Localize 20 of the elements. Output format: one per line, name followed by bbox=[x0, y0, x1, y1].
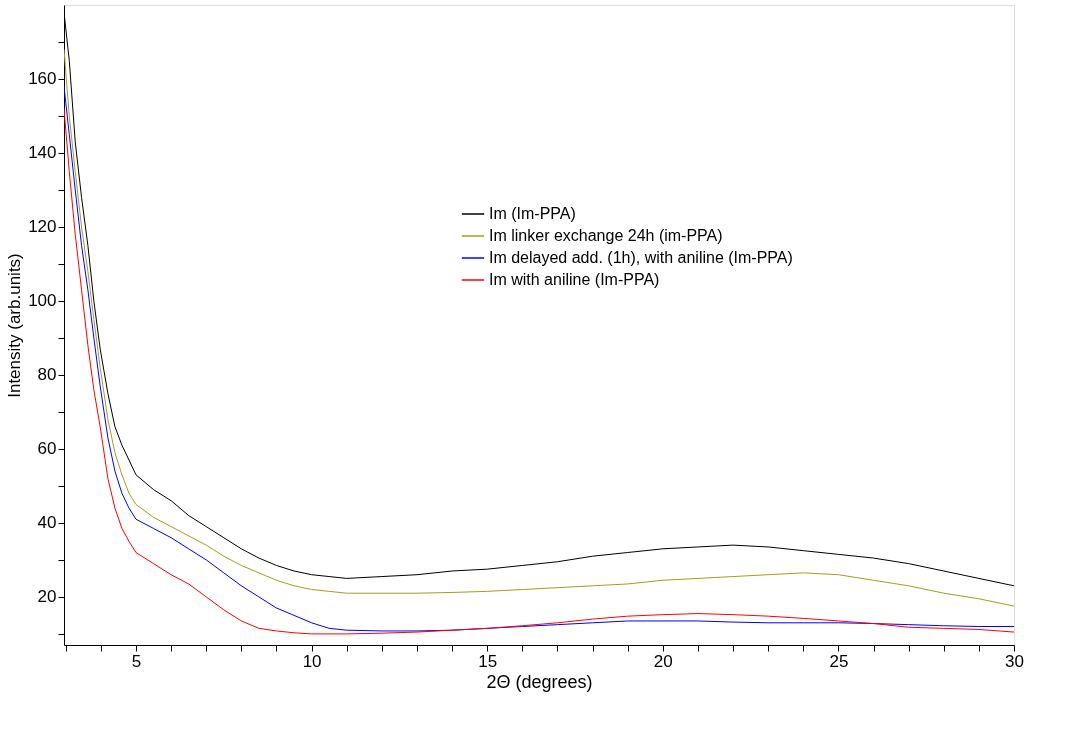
x-tick-label: 15 bbox=[478, 651, 498, 671]
y-axis-title: Intensity (arb.units) bbox=[5, 253, 25, 398]
x-tick-label: 20 bbox=[653, 651, 673, 671]
y-tick-label: 140 bbox=[28, 143, 57, 163]
legend-label: Im with aniline (Im-PPA) bbox=[489, 271, 660, 288]
legend-label: Im (Im-PPA) bbox=[489, 205, 576, 222]
y-tick-label: 40 bbox=[37, 513, 57, 533]
x-axis-title: 2Θ (degrees) bbox=[486, 671, 593, 692]
y-tick-label: 80 bbox=[37, 365, 57, 385]
x-tick-label: 30 bbox=[1005, 651, 1024, 671]
legend-label: Im delayed add. (1h), with aniline (Im-PPA) bbox=[489, 249, 793, 266]
legend-label: Im linker exchange 24h (im-PPA) bbox=[489, 227, 723, 244]
y-tick-label: 60 bbox=[37, 439, 57, 459]
y-tick-label: 20 bbox=[37, 587, 57, 607]
y-tick-label: 120 bbox=[28, 217, 57, 237]
x-tick-label: 5 bbox=[131, 651, 142, 671]
x-tick-label: 10 bbox=[302, 651, 322, 671]
y-tick-label: 100 bbox=[28, 291, 57, 311]
x-tick-label: 25 bbox=[829, 651, 849, 671]
y-tick-label: 160 bbox=[28, 69, 57, 89]
